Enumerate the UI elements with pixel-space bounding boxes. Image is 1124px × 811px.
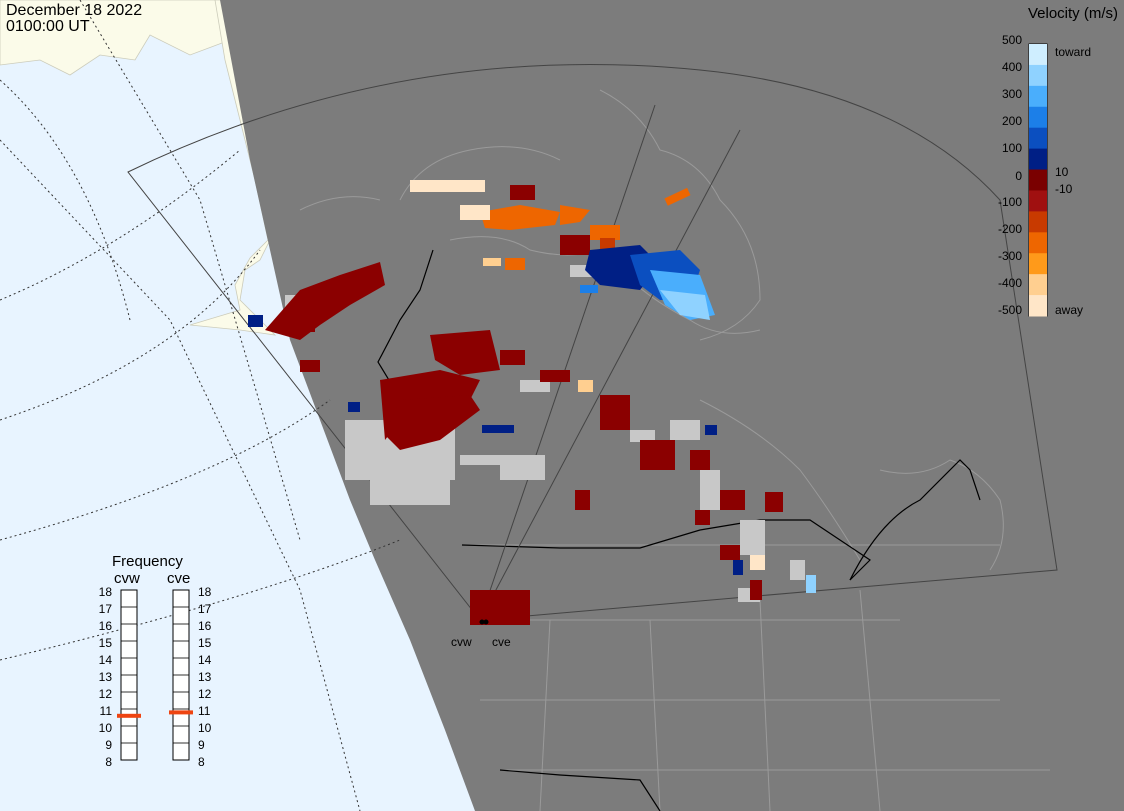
frequency-tick-left: 10 [99, 721, 113, 735]
frequency-tick-right: 10 [198, 721, 212, 735]
radar-sites: cvw cve [451, 619, 511, 649]
frequency-tick-left: 15 [99, 636, 113, 650]
colorbar-tick-label: -400 [998, 276, 1022, 290]
frequency-tick-left: 14 [99, 653, 113, 667]
orange-backscatter [410, 180, 765, 570]
frequency-tick-right: 13 [198, 670, 212, 684]
frequency-marker-cve [169, 710, 193, 715]
frequency-tick-right: 14 [198, 653, 212, 667]
frequency-tick-right: 11 [198, 704, 211, 718]
colorbar-stripe [1029, 85, 1047, 108]
colorbar-stripe [1029, 190, 1047, 212]
colorbar-tick-label: 100 [1002, 141, 1022, 155]
frequency-radar-cvw-label: cvw [114, 570, 140, 587]
colorbar-stripe [1029, 211, 1047, 233]
frequency-tick-right: 18 [198, 585, 212, 599]
velocity-colorbar: 500400300200100100-10-100-200-300-400-50… [998, 33, 1091, 317]
colorbar-tick-label: -100 [998, 195, 1022, 209]
frequency-tick-left: 13 [99, 670, 113, 684]
frequency-tick-right: 9 [198, 738, 205, 752]
colorbar-tick-label: -300 [998, 249, 1022, 263]
radar-label-cve: cve [492, 635, 511, 649]
colorbar-stripe [1029, 169, 1047, 191]
radar-fov [127, 63, 1058, 621]
colorbar-tick-label: -10 [1055, 182, 1073, 196]
time-label: 0100:00 UT [6, 18, 90, 35]
colorbar-stripe [1029, 127, 1047, 150]
velocity-title: Velocity (m/s) [1027, 5, 1118, 22]
frequency-tick-left: 8 [105, 755, 112, 769]
colorbar-stripe [1029, 148, 1047, 171]
frequency-tick-right: 15 [198, 636, 212, 650]
colorbar-tick-label: -200 [998, 222, 1022, 236]
colorbar-tick-label: 500 [1002, 33, 1022, 47]
colorbar-stripe [1029, 295, 1047, 317]
red-backscatter [265, 185, 783, 625]
date-label: December 18 2022 [6, 2, 143, 19]
frequency-tick-left: 16 [99, 619, 113, 633]
colorbar-away-label: away [1055, 303, 1083, 317]
frequency-tick-left: 17 [99, 602, 113, 616]
colorbar-stripe [1029, 44, 1047, 66]
colorbar-tick-label: 400 [1002, 60, 1022, 74]
colorbar-stripe [1029, 64, 1047, 87]
frequency-tick-left: 9 [105, 738, 112, 752]
land-region [220, 0, 1124, 811]
colorbar-tick-label: 300 [1002, 87, 1022, 101]
frequency-tick-right: 16 [198, 619, 212, 633]
radar-label-cvw: cvw [451, 635, 472, 649]
colorbar-stripe [1029, 106, 1047, 129]
colorbar-tick-label: 0 [1015, 169, 1022, 183]
colorbar-tick-label: 10 [1055, 165, 1069, 179]
frequency-tick-left: 11 [100, 704, 113, 718]
colorbar-tick-label: 200 [1002, 114, 1022, 128]
frequency-tick-right: 12 [198, 687, 212, 701]
frequency-panel: Frequency cvw cve 18 18 17 17 16 16 15 15 14 14 13… [99, 553, 212, 769]
frequency-marker-cvw [117, 713, 141, 718]
frequency-tick-left: 18 [99, 585, 113, 599]
frequency-title: Frequency [112, 553, 183, 570]
frequency-tick-left: 12 [99, 687, 113, 701]
frequency-radar-cve-label: cve [167, 570, 190, 587]
frequency-tick-right: 17 [198, 602, 212, 616]
blue-backscatter [248, 245, 816, 593]
colorbar-stripe [1029, 274, 1047, 296]
colorbar-stripe [1029, 253, 1047, 275]
frequency-tick-right: 8 [198, 755, 205, 769]
colorbar-toward-label: toward [1055, 45, 1091, 59]
latlon-grid [0, 0, 401, 811]
colorbar-tick-label: -500 [998, 303, 1022, 317]
colorbar-stripe [1029, 232, 1047, 254]
